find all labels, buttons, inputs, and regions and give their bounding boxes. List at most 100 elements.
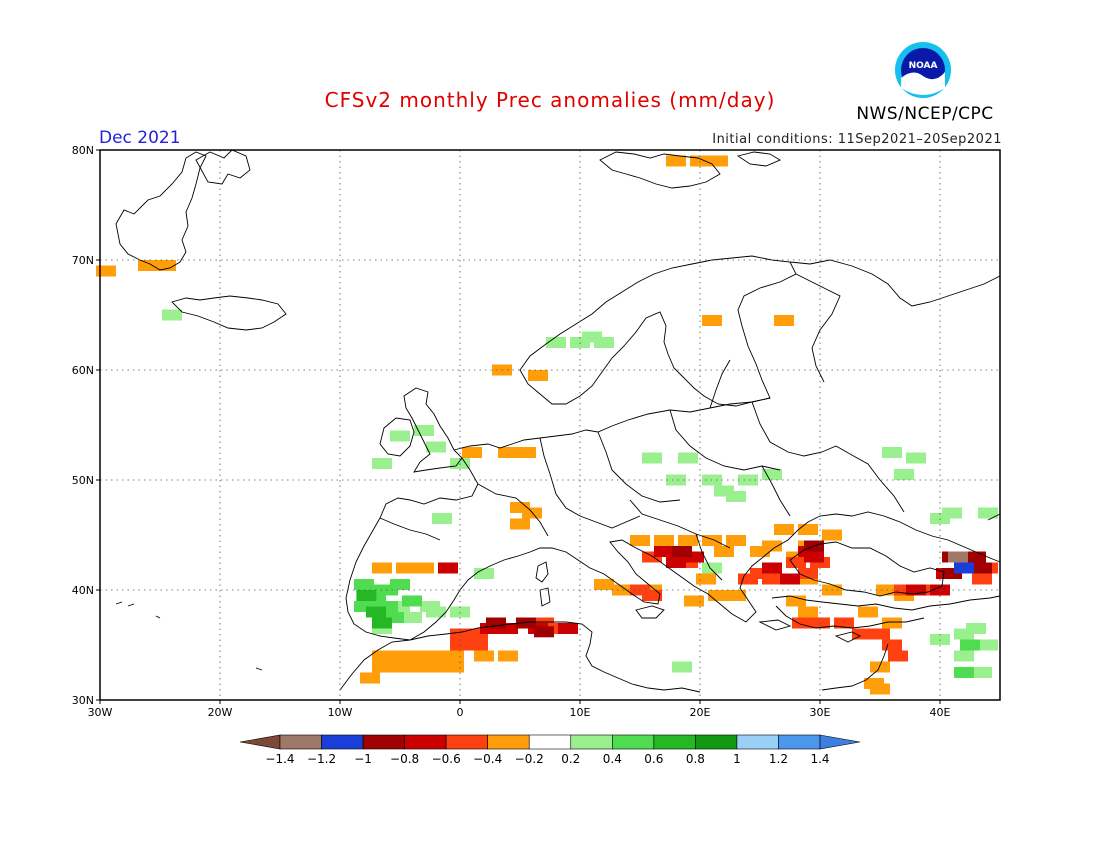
anomaly-cell xyxy=(474,568,494,579)
colorbar-arrow-low xyxy=(239,734,281,750)
latitude-tick-label: 80N xyxy=(72,144,94,157)
latitude-tick-label: 30N xyxy=(72,694,94,707)
anomaly-cell xyxy=(750,546,770,557)
colorbar-label: 0.4 xyxy=(603,752,622,766)
anomaly-cell xyxy=(852,628,872,640)
anomaly-cell xyxy=(774,315,794,326)
longitude-tick-labels: 30W 20W 10W 0 10E 20E 30E 40E xyxy=(88,700,951,719)
anomaly-cell xyxy=(672,661,692,673)
anomaly-cell xyxy=(942,507,962,519)
colorbar-label: −0.4 xyxy=(473,752,502,766)
anomaly-cell xyxy=(702,535,722,546)
anomaly-cell xyxy=(594,579,614,590)
map-gridlines xyxy=(100,150,1000,700)
anomaly-cell xyxy=(642,551,662,563)
anomaly-cell xyxy=(786,595,806,607)
anomaly-cell xyxy=(372,617,392,629)
anomaly-cell xyxy=(960,639,980,651)
anomaly-cell xyxy=(498,447,518,458)
anomaly-cell xyxy=(384,612,404,623)
colorbar-label: 1.2 xyxy=(769,752,788,766)
anomaly-cell xyxy=(708,155,728,167)
anomaly-cell xyxy=(684,595,704,607)
anomaly-cell xyxy=(414,562,434,574)
latitude-tick-label: 60N xyxy=(72,364,94,377)
anomaly-cell xyxy=(726,590,746,601)
anomaly-cell xyxy=(408,661,428,673)
colorbar-label: 1 xyxy=(733,752,741,766)
longitude-tick-label: 0 xyxy=(457,706,464,719)
colorbar-swatch xyxy=(653,734,696,750)
anomaly-cell xyxy=(96,265,116,277)
colorbar-label: 0.8 xyxy=(686,752,705,766)
anomaly-cell xyxy=(714,485,734,497)
anomaly-cell xyxy=(750,568,770,579)
anomaly-cell xyxy=(594,337,614,348)
anomaly-cell xyxy=(510,518,530,530)
colorbar-label: 0.2 xyxy=(561,752,580,766)
anomaly-cell xyxy=(582,331,602,343)
anomaly-cell xyxy=(378,601,398,612)
colorbar-label: −1.4 xyxy=(265,752,294,766)
anomaly-cell xyxy=(966,551,986,563)
anomaly-cell xyxy=(972,562,992,574)
anomaly-cell xyxy=(738,573,758,585)
anomaly-cell xyxy=(516,617,536,629)
anomaly-cell xyxy=(390,661,410,673)
colorbar-swatch xyxy=(528,734,572,750)
anomaly-cell xyxy=(876,584,896,596)
anomaly-cell xyxy=(822,529,842,541)
anomaly-cell xyxy=(354,579,374,590)
anomaly-cell xyxy=(486,617,506,629)
anomaly-cell xyxy=(918,584,938,596)
colorbar-swatch xyxy=(695,734,738,750)
anomaly-cell xyxy=(356,590,377,601)
anomaly-cell xyxy=(378,584,398,596)
anomaly-cell xyxy=(894,469,914,480)
anomaly-cell xyxy=(156,260,176,271)
anomaly-cell xyxy=(402,595,422,607)
anomaly-cell xyxy=(798,568,818,579)
colorbar-swatch xyxy=(404,734,447,750)
anomaly-cell xyxy=(654,535,674,546)
anomaly-cell xyxy=(444,661,464,673)
anomaly-cell xyxy=(426,606,446,618)
anomaly-cell xyxy=(942,568,962,579)
anomaly-cell xyxy=(396,562,416,574)
anomaly-cell xyxy=(672,546,692,557)
anomaly-cell xyxy=(702,562,722,574)
anomaly-cell xyxy=(780,573,800,585)
anomaly-cell xyxy=(684,551,704,563)
noaa-logo: NOAA xyxy=(895,42,951,98)
latitude-tick-label: 70N xyxy=(72,254,94,267)
anomaly-cell xyxy=(642,590,662,601)
colorbar-arrow-high xyxy=(819,734,861,750)
anomaly-cell xyxy=(792,617,812,629)
anomaly-cell xyxy=(798,524,818,535)
anomaly-cell xyxy=(726,491,746,502)
anomaly-cell xyxy=(798,606,818,618)
anomaly-cell xyxy=(678,535,698,546)
anomaly-cell xyxy=(612,584,632,596)
anomaly-cell xyxy=(372,650,392,662)
anomaly-cell xyxy=(630,535,650,546)
anomaly-cell xyxy=(372,458,392,469)
colorbar-label: 1.4 xyxy=(810,752,829,766)
noaa-logo-text: NOAA xyxy=(909,61,938,71)
anomaly-cell xyxy=(426,650,446,662)
anomaly-cell xyxy=(972,667,992,678)
anomaly-cell xyxy=(870,628,890,640)
longitude-tick-label: 40E xyxy=(930,706,951,719)
colorbar-swatch xyxy=(736,734,779,750)
anomaly-cell xyxy=(468,628,488,640)
anomaly-cell xyxy=(870,683,890,695)
anomaly-cell xyxy=(642,452,662,464)
anomaly-cell xyxy=(390,430,410,442)
longitude-tick-label: 20W xyxy=(208,706,233,719)
anomaly-cell xyxy=(954,562,974,574)
longitude-tick-label: 10W xyxy=(328,706,353,719)
colorbar-swatch xyxy=(778,734,821,750)
anomaly-cell xyxy=(882,639,902,651)
anomaly-cell xyxy=(390,650,410,662)
anomaly-cell xyxy=(714,546,734,557)
